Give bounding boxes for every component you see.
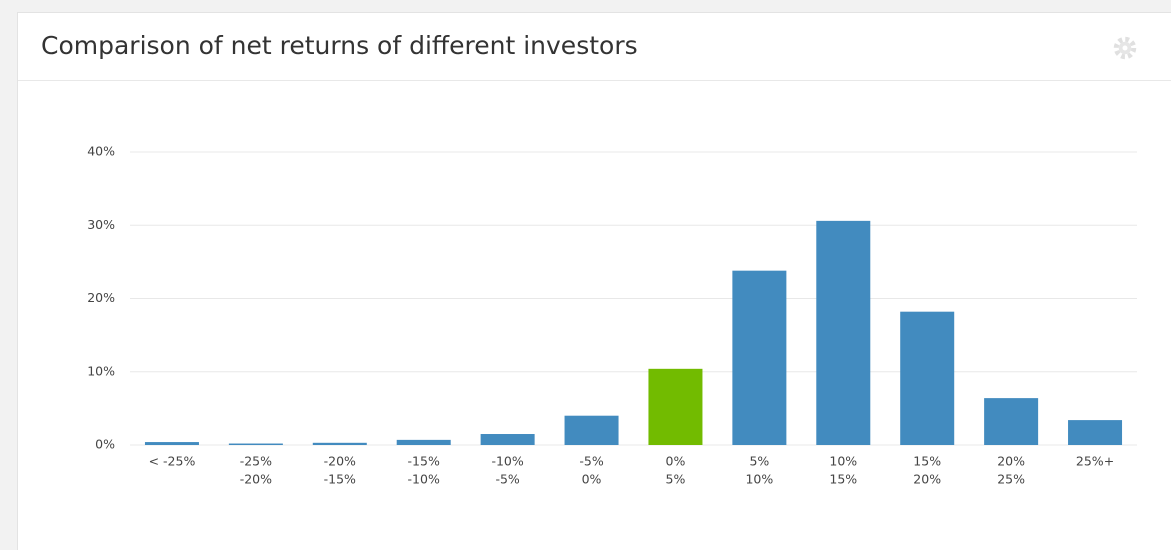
y-tick-label: 20% — [87, 290, 115, 305]
bar — [1068, 420, 1123, 445]
x-tick-label: -10% — [491, 454, 523, 469]
x-tick-label: -5% — [495, 472, 519, 487]
x-tick-label: 10% — [829, 454, 857, 469]
x-tick-label: 25% — [997, 472, 1025, 487]
x-tick-label: 20% — [913, 472, 941, 487]
x-tick-label: 0% — [666, 454, 686, 469]
x-tick-label: 0% — [582, 472, 602, 487]
x-tick-label: -5% — [579, 454, 603, 469]
bar — [816, 220, 871, 445]
x-tick-label: 20% — [997, 454, 1025, 469]
x-tick-label: 15% — [829, 472, 857, 487]
chart-title: Comparison of net returns of different i… — [41, 31, 638, 60]
bar — [984, 398, 1039, 445]
x-tick-label: -20% — [240, 472, 272, 487]
x-tick-label: 10% — [745, 472, 773, 487]
x-tick-label: 15% — [913, 454, 941, 469]
y-tick-label: 30% — [87, 217, 115, 232]
settings-icon[interactable] — [1110, 33, 1140, 63]
bar — [480, 434, 535, 445]
x-tick-label: -20% — [324, 454, 356, 469]
x-tick-label: 5% — [749, 454, 769, 469]
bar — [312, 442, 367, 445]
bar — [648, 368, 703, 445]
x-tick-label: -15% — [408, 454, 440, 469]
bar — [228, 443, 283, 445]
bar — [396, 439, 451, 445]
bar — [732, 270, 787, 445]
x-tick-label: < -25% — [149, 454, 196, 469]
y-tick-label: 0% — [95, 437, 115, 452]
bar — [564, 415, 619, 445]
bar — [900, 311, 955, 445]
y-tick-label: 10% — [87, 363, 115, 378]
chart-card: Comparison of net returns of different i… — [17, 12, 1171, 550]
bar — [144, 442, 199, 445]
x-tick-label: -10% — [408, 472, 440, 487]
x-tick-label: -15% — [324, 472, 356, 487]
y-tick-label: 40% — [87, 144, 115, 159]
x-tick-label: 5% — [666, 472, 686, 487]
card-header: Comparison of net returns of different i… — [18, 13, 1171, 81]
x-tick-label: -25% — [240, 454, 272, 469]
x-tick-label: 25%+ — [1076, 454, 1114, 469]
